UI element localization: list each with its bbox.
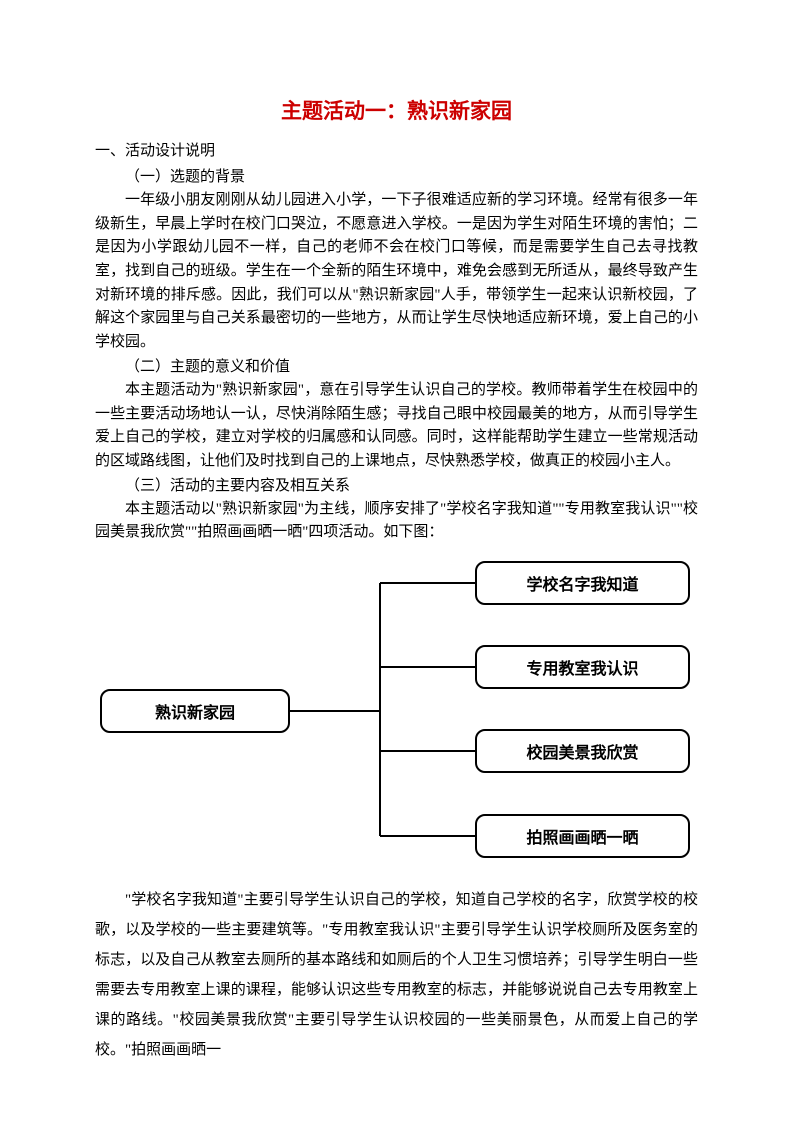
diagram-child-4: 拍照画画晒一晒 — [475, 814, 690, 858]
diagram-child-1: 学校名字我知道 — [475, 561, 690, 605]
page-title: 主题活动一：熟识新家园 — [95, 95, 698, 125]
sub-2-text: 本主题活动为"熟识新家园"，意在引导学生认识自己的学校。教师带着学生在校园中的一… — [95, 379, 698, 474]
diagram-child-2: 专用教室我认识 — [475, 645, 690, 689]
sub-2-header: （二）主题的意义和价值 — [95, 355, 698, 379]
sub-3-header: （三）活动的主要内容及相互关系 — [95, 474, 698, 498]
sub-1-header: （一）选题的背景 — [95, 165, 698, 189]
diagram-root-node: 熟识新家园 — [100, 689, 290, 733]
section-1-header: 一、活动设计说明 — [95, 139, 698, 163]
diagram-container: 熟识新家园 学校名字我知道 专用教室我认识 校园美景我欣赏 拍照画画晒一晒 — [95, 559, 695, 871]
sub-1-text: 一年级小朋友刚刚从幼儿园进入小学，一下子很难适应新的学习环境。经常有很多一年级新… — [95, 189, 698, 355]
sub-3-text: 本主题活动以"熟识新家园"为主线，顺序安排了"学校名字我知道""专用教室我认识"… — [95, 498, 698, 545]
bottom-paragraph: "学校名字我知道"主要引导学生认识自己的学校，知道自己学校的名字，欣赏学校的校歌… — [95, 885, 698, 1065]
diagram-child-3: 校园美景我欣赏 — [475, 729, 690, 773]
diagram-connectors — [290, 559, 475, 871]
